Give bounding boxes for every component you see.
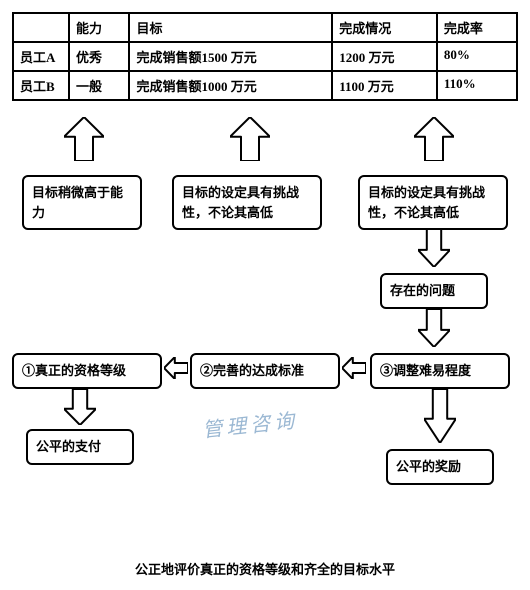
flow-node-a2: 目标的设定具有挑战性，不论其高低	[172, 175, 322, 230]
arrow-down-icon	[418, 309, 450, 347]
arrow-down-icon	[64, 389, 96, 425]
cell: 员工A	[13, 42, 69, 71]
table-header-row: 能力 目标 完成情况 完成率	[13, 13, 517, 42]
flow-node-a1: 目标稍微高于能力	[22, 175, 142, 230]
arrow-left-icon	[342, 357, 366, 379]
cell: 80%	[437, 42, 517, 71]
flow-node-c1: ①真正的资格等级	[12, 353, 162, 389]
flow-node-b3: 存在的问题	[380, 273, 488, 309]
arrow-down-icon	[418, 229, 450, 267]
table-row: 员工B 一般 完成销售额1000 万元 1100 万元 110%	[13, 71, 517, 100]
cell: 110%	[437, 71, 517, 100]
flow-node-a3: 目标的设定具有挑战性，不论其高低	[358, 175, 508, 230]
flow-node-c2: ②完善的达成标准	[190, 353, 340, 389]
cell: 完成销售额1000 万元	[129, 71, 332, 100]
cell: 完成销售额1500 万元	[129, 42, 332, 71]
cell: 员工B	[13, 71, 69, 100]
employee-table: 能力 目标 完成情况 完成率 员工A 优秀 完成销售额1500 万元 1200 …	[12, 12, 518, 101]
table-row: 员工A 优秀 完成销售额1500 万元 1200 万元 80%	[13, 42, 517, 71]
cell: 优秀	[69, 42, 129, 71]
flow-node-c3: ③调整难易程度	[370, 353, 510, 389]
col-rate: 完成率	[437, 13, 517, 42]
watermark: 管理咨询	[201, 404, 300, 443]
caption: 公正地评价真正的资格等级和齐全的目标水平	[12, 559, 518, 578]
flow-node-d1: 公平的支付	[26, 429, 134, 465]
col-ability: 能力	[69, 13, 129, 42]
col-result: 完成情况	[332, 13, 437, 42]
arrow-down-icon	[424, 389, 456, 443]
flow-node-d3: 公平的奖励	[386, 449, 494, 485]
cell: 1200 万元	[332, 42, 437, 71]
arrow-left-icon	[164, 357, 188, 379]
arrow-up-icon	[414, 117, 454, 161]
arrow-up-icon	[230, 117, 270, 161]
arrow-up-icon	[64, 117, 104, 161]
cell: 一般	[69, 71, 129, 100]
col-goal: 目标	[129, 13, 332, 42]
flowchart-canvas: 管理咨询 目标稍微高于能力目标的设定具有挑战性，不论其高低目标的设定具有挑战性，…	[12, 109, 518, 549]
cell: 1100 万元	[332, 71, 437, 100]
col-blank	[13, 13, 69, 42]
